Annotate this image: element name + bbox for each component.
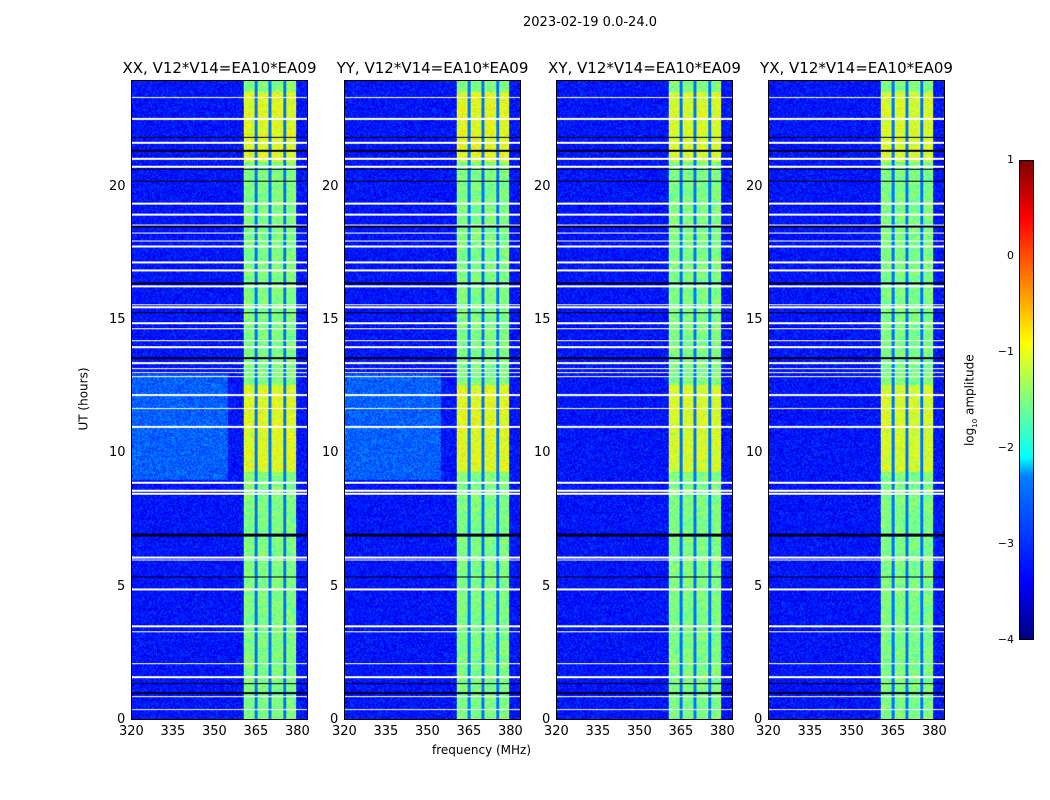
heatmap-image bbox=[557, 81, 732, 719]
y-tick-label: 5 bbox=[330, 578, 339, 594]
colorbar-label-rest: amplitude bbox=[962, 354, 977, 419]
x-tick-label: 335 bbox=[373, 724, 399, 739]
panel-title: XX, V12*V14=EA10*EA09 bbox=[122, 59, 317, 77]
x-axis-label: frequency (MHz) bbox=[432, 743, 532, 757]
y-tick-label: 15 bbox=[109, 312, 126, 327]
y-tick-label: 15 bbox=[746, 312, 763, 327]
colorbar-tick-label: −2 bbox=[997, 441, 1014, 454]
colorbar-tick-label: −1 bbox=[997, 345, 1014, 358]
y-tick-label: 10 bbox=[109, 445, 126, 461]
y-tick-label: 5 bbox=[754, 578, 763, 594]
y-tick-label: 20 bbox=[746, 178, 763, 194]
y-tick-label: 10 bbox=[534, 445, 551, 461]
x-tick-label: 380 bbox=[284, 724, 310, 739]
x-tick-label: 320 bbox=[544, 724, 569, 739]
x-tick-label: 335 bbox=[585, 724, 611, 739]
y-tick-label: 0 bbox=[754, 712, 763, 727]
y-tick-label: 5 bbox=[542, 578, 551, 594]
colorbar-label: log10 amplitude bbox=[963, 354, 979, 446]
heatmap-panel bbox=[768, 80, 945, 720]
y-tick-label: 10 bbox=[746, 445, 763, 461]
y-tick-label: 0 bbox=[117, 712, 126, 727]
x-tick-label: 320 bbox=[756, 724, 781, 739]
y-tick-label: 20 bbox=[109, 178, 126, 194]
x-tick-label: 365 bbox=[880, 724, 906, 739]
x-tick-label: 320 bbox=[332, 724, 357, 739]
x-tick-label: 365 bbox=[243, 724, 269, 739]
x-tick-label: 380 bbox=[709, 724, 735, 739]
x-tick-label: 350 bbox=[201, 724, 227, 739]
x-tick-label: 350 bbox=[838, 724, 864, 739]
colorbar bbox=[1019, 160, 1034, 640]
x-tick-label: 380 bbox=[921, 724, 947, 739]
colorbar-label-main: log bbox=[962, 427, 977, 447]
heatmap-image bbox=[132, 81, 307, 719]
colorbar-tick-label: 1 bbox=[1007, 153, 1014, 166]
x-tick-label: 350 bbox=[626, 724, 652, 739]
x-tick-label: 350 bbox=[414, 724, 440, 739]
colorbar-tick-label: −4 bbox=[997, 633, 1014, 646]
colorbar-tick-label: −3 bbox=[997, 537, 1014, 550]
colorbar-tick-label: 0 bbox=[1007, 249, 1014, 262]
heatmap-panel bbox=[344, 80, 521, 720]
y-tick-label: 5 bbox=[117, 578, 126, 594]
x-tick-label: 320 bbox=[119, 724, 144, 739]
colorbar-label-sub: 10 bbox=[971, 418, 980, 428]
heatmap-image bbox=[345, 81, 520, 719]
x-tick-label: 365 bbox=[668, 724, 694, 739]
y-tick-label: 0 bbox=[330, 712, 339, 727]
y-tick-label: 20 bbox=[322, 178, 339, 194]
y-tick-label: 0 bbox=[542, 712, 551, 727]
x-tick-label: 335 bbox=[797, 724, 823, 739]
y-axis-label: UT (hours) bbox=[76, 367, 91, 431]
x-tick-label: 380 bbox=[497, 724, 523, 739]
heatmap-panel bbox=[131, 80, 308, 720]
x-tick-label: 365 bbox=[456, 724, 482, 739]
panel-title: XY, V12*V14=EA10*EA09 bbox=[548, 59, 741, 77]
x-tick-label: 335 bbox=[160, 724, 186, 739]
y-tick-label: 15 bbox=[534, 312, 551, 327]
y-tick-label: 15 bbox=[322, 312, 339, 327]
y-tick-label: 10 bbox=[322, 445, 339, 461]
panel-title: YX, V12*V14=EA10*EA09 bbox=[760, 59, 953, 77]
figure-title: 2023-02-19 0.0-24.0 bbox=[523, 15, 657, 30]
heatmap-panel bbox=[556, 80, 733, 720]
panel-title: YY, V12*V14=EA10*EA09 bbox=[336, 59, 529, 77]
y-tick-label: 20 bbox=[534, 178, 551, 194]
heatmap-image bbox=[769, 81, 944, 719]
